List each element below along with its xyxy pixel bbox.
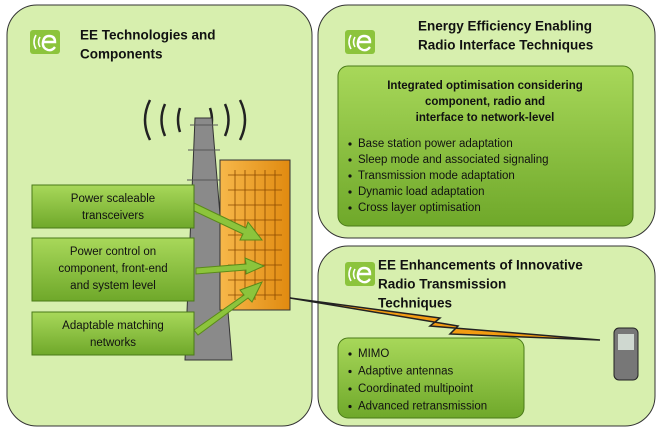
- bullet-dot: [348, 352, 351, 355]
- bullet-dot: [348, 190, 351, 193]
- box-text: networks: [90, 337, 136, 349]
- logo: [345, 262, 375, 286]
- bullet-text: Base station power adaptation: [358, 138, 513, 150]
- logo: [30, 30, 60, 54]
- bullet-dot: [348, 206, 351, 209]
- box-text: transceivers: [82, 210, 144, 222]
- panel-title: Radio Transmission: [378, 277, 506, 292]
- bullet-dot: [348, 158, 351, 161]
- bullet-text: Transmission mode adaptation: [358, 170, 515, 182]
- bullet-dot: [348, 142, 351, 145]
- bullet-dot: [348, 387, 351, 390]
- panel-title: Components: [80, 47, 163, 62]
- bullet-text: Coordinated multipoint: [358, 383, 474, 395]
- bullet-text: MIMO: [358, 348, 389, 360]
- panel-title: Radio Interface Techniques: [418, 38, 593, 53]
- box-text: Adaptable matching: [62, 320, 164, 332]
- bullet-text: Sleep mode and associated signaling: [358, 154, 549, 166]
- box-text: Power scaleable: [71, 193, 155, 205]
- bullet-dot: [348, 370, 351, 373]
- phone-screen: [618, 334, 634, 350]
- logo: [345, 30, 375, 54]
- bullet-dot: [348, 174, 351, 177]
- diagram: EE Technologies and Components Power scale…: [0, 0, 660, 432]
- box-heading: interface to network-level: [416, 112, 555, 124]
- box-heading: Integrated optimisation considering: [387, 80, 583, 92]
- box-text: Power control on: [70, 246, 156, 258]
- panel-title: Techniques: [378, 296, 452, 311]
- bullet-text: Cross layer optimisation: [358, 202, 481, 214]
- bullet-text: Adaptive antennas: [358, 366, 454, 378]
- bullet-text: Advanced retransmission: [358, 401, 487, 413]
- panel-title: EE Enhancements of Innovative: [378, 258, 583, 273]
- bullet-text: Dynamic load adaptation: [358, 186, 485, 198]
- box-text: and system level: [70, 280, 156, 292]
- box-text: component, front-end: [58, 263, 167, 275]
- box-heading: component, radio and: [425, 96, 545, 108]
- panel-title: Energy Efficiency Enabling: [418, 19, 592, 34]
- bullet-dot: [348, 405, 351, 408]
- panel-title: EE Technologies and: [80, 28, 216, 43]
